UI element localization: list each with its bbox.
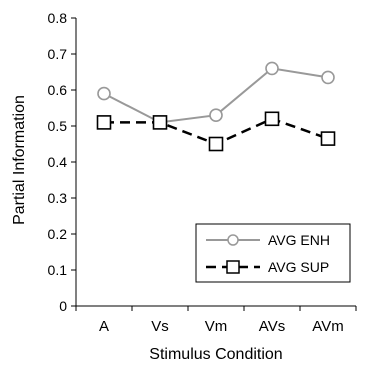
series-1 bbox=[97, 61, 335, 130]
series-layer bbox=[96, 61, 336, 152]
y-tick-label: 0.1 bbox=[48, 262, 68, 278]
y-axis-label: Partial Information bbox=[11, 95, 28, 225]
y-tick-label: 0.6 bbox=[48, 82, 68, 98]
legend: AVG ENH AVG SUP bbox=[195, 223, 351, 283]
y-tick-label: 0.8 bbox=[48, 10, 68, 26]
y-tick-label: 0.7 bbox=[48, 46, 68, 62]
x-tick-label: Vs bbox=[151, 318, 169, 335]
y-tick-label: 0.5 bbox=[48, 118, 68, 134]
data-point bbox=[265, 61, 279, 76]
series-2 bbox=[96, 111, 336, 152]
data-point bbox=[264, 111, 280, 127]
y-tick-label: 0.2 bbox=[48, 226, 68, 242]
x-tick-label: AVm bbox=[312, 318, 343, 335]
data-point bbox=[209, 108, 223, 122]
y-tick-label: 0.4 bbox=[48, 154, 68, 170]
y-tick-label: 0 bbox=[59, 298, 67, 314]
y-tick-label: 0.3 bbox=[48, 190, 68, 206]
data-point bbox=[152, 115, 168, 130]
x-tick-label: A bbox=[99, 318, 109, 335]
x-tick-label: AVs bbox=[259, 318, 285, 335]
legend-label: AVG ENH bbox=[268, 232, 330, 248]
data-point bbox=[208, 136, 224, 152]
data-point bbox=[321, 70, 335, 85]
x-tick-label: Vm bbox=[205, 318, 228, 335]
legend-marker bbox=[226, 260, 240, 274]
data-point bbox=[96, 115, 112, 130]
legend-box bbox=[195, 223, 351, 283]
x-axis-label: Stimulus Condition bbox=[149, 346, 282, 363]
legend-label: AVG SUP bbox=[268, 259, 329, 275]
data-point bbox=[97, 86, 111, 101]
data-point bbox=[320, 131, 336, 146]
legend-marker bbox=[227, 234, 239, 246]
axes: 00.10.20.30.40.50.60.70.8A Vs Vm AVs AVm bbox=[48, 10, 357, 335]
